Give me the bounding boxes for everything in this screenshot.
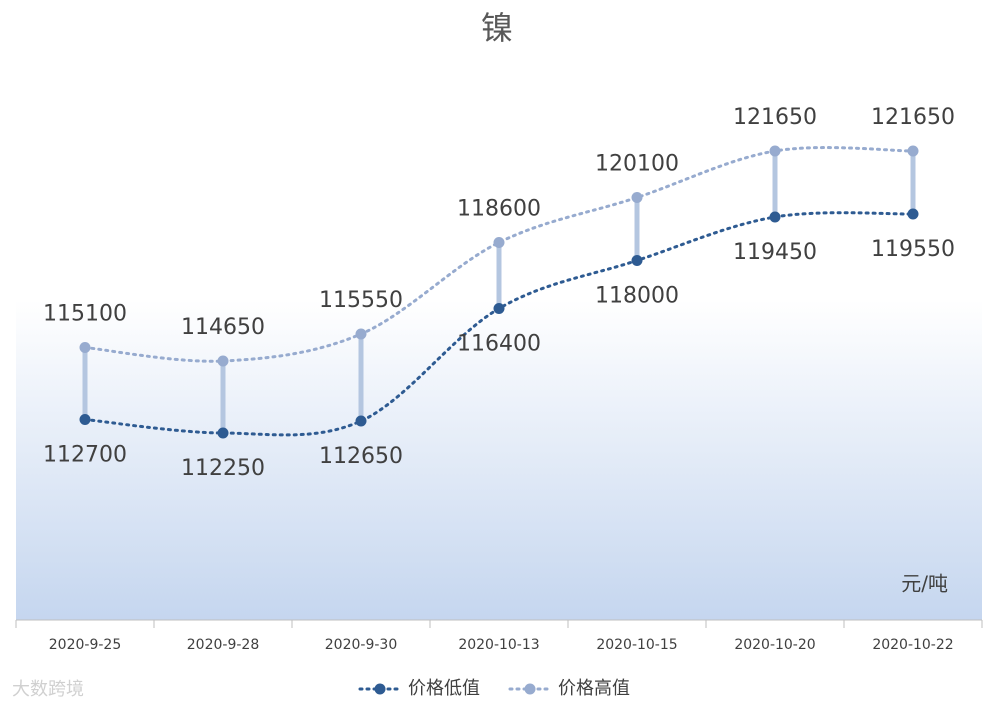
data-point bbox=[907, 145, 919, 157]
data-point bbox=[769, 145, 781, 157]
data-label: 120100 bbox=[595, 152, 679, 177]
data-point bbox=[217, 355, 229, 367]
data-label: 114650 bbox=[181, 315, 265, 340]
data-point bbox=[769, 211, 781, 223]
legend-marker bbox=[374, 683, 386, 695]
data-label: 115100 bbox=[43, 302, 127, 327]
plot-background bbox=[16, 300, 982, 620]
data-label: 116400 bbox=[457, 332, 541, 357]
data-point bbox=[217, 427, 229, 439]
data-label: 119550 bbox=[871, 237, 955, 262]
data-point bbox=[355, 328, 367, 340]
data-label: 118000 bbox=[595, 284, 679, 309]
data-point bbox=[631, 192, 643, 203]
chart-title: 镍 bbox=[481, 9, 513, 47]
high-low-line bbox=[910, 151, 916, 214]
high-low-line bbox=[82, 347, 88, 420]
data-label: 112700 bbox=[43, 443, 127, 468]
x-tick-label: 2020-10-22 bbox=[872, 637, 953, 653]
high-low-line bbox=[634, 197, 640, 261]
data-point bbox=[493, 303, 505, 314]
x-tick-label: 2020-9-28 bbox=[187, 637, 259, 653]
x-tick-label: 2020-10-15 bbox=[596, 637, 677, 653]
data-label: 121650 bbox=[871, 105, 955, 130]
data-point bbox=[79, 342, 91, 353]
x-tick-label: 2020-9-25 bbox=[49, 637, 121, 653]
data-label: 115550 bbox=[319, 288, 403, 313]
high-low-line bbox=[358, 334, 364, 421]
legend-marker bbox=[524, 683, 536, 695]
watermark: 大数跨境 bbox=[12, 679, 84, 700]
unit-label: 元/吨 bbox=[901, 572, 948, 596]
x-tick-label: 2020-10-13 bbox=[458, 637, 539, 653]
data-point bbox=[907, 208, 919, 220]
x-tick-label: 2020-10-20 bbox=[734, 637, 815, 653]
data-point bbox=[355, 415, 367, 427]
data-label: 121650 bbox=[733, 105, 817, 130]
data-point bbox=[79, 414, 91, 425]
data-label: 118600 bbox=[457, 197, 541, 222]
data-point bbox=[631, 255, 643, 266]
data-label: 112650 bbox=[319, 444, 403, 469]
legend-label: 价格高值 bbox=[558, 678, 630, 699]
x-tick-label: 2020-9-30 bbox=[325, 637, 397, 653]
data-label: 112250 bbox=[181, 456, 265, 481]
data-label: 119450 bbox=[733, 240, 817, 265]
high-low-line bbox=[496, 242, 502, 309]
high-low-line bbox=[220, 361, 226, 433]
legend-label: 价格低值 bbox=[408, 678, 480, 699]
high-low-line bbox=[772, 151, 778, 217]
data-point bbox=[493, 237, 505, 248]
